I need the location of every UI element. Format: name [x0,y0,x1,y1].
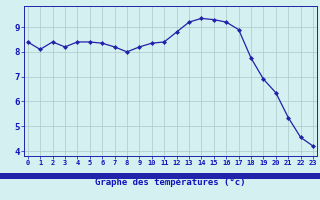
X-axis label: Graphe des températures (°c): Graphe des températures (°c) [95,177,246,187]
